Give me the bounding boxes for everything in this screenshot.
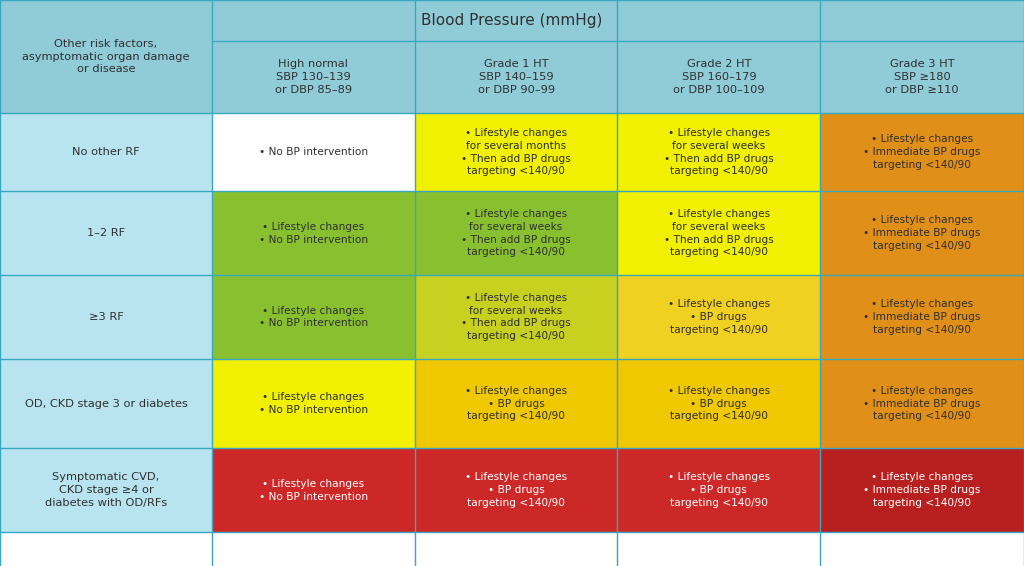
- Bar: [820, 41, 1024, 113]
- Bar: [415, 41, 617, 113]
- Bar: [415, 359, 617, 448]
- Bar: [0, 448, 212, 532]
- Bar: [820, 448, 1024, 532]
- Bar: [617, 41, 820, 113]
- Bar: [212, 275, 415, 359]
- Text: • Lifestyle changes
for several weeks
• Then add BP drugs
targeting <140/90: • Lifestyle changes for several weeks • …: [461, 209, 571, 258]
- Bar: [0, 191, 212, 275]
- Text: Blood Pressure (mmHg): Blood Pressure (mmHg): [421, 13, 603, 28]
- Text: Grade 3 HT
SBP ≥180
or DBP ≥110: Grade 3 HT SBP ≥180 or DBP ≥110: [886, 59, 958, 95]
- Text: • No BP intervention: • No BP intervention: [259, 147, 368, 157]
- Text: Other risk factors,
asymptomatic organ damage
or disease: Other risk factors, asymptomatic organ d…: [23, 39, 189, 74]
- Bar: [820, 191, 1024, 275]
- Bar: [415, 275, 617, 359]
- Bar: [212, 113, 415, 191]
- Text: • Lifestyle changes
• BP drugs
targeting <140/90: • Lifestyle changes • BP drugs targeting…: [465, 473, 567, 508]
- Text: • Lifestyle changes
• Immediate BP drugs
targeting <140/90: • Lifestyle changes • Immediate BP drugs…: [863, 386, 981, 421]
- Text: • Lifestyle changes
• BP drugs
targeting <140/90: • Lifestyle changes • BP drugs targeting…: [668, 473, 770, 508]
- Bar: [820, 113, 1024, 191]
- Bar: [0, 113, 212, 191]
- Text: Symptomatic CVD,
CKD stage ≥4 or
diabetes with OD/RFs: Symptomatic CVD, CKD stage ≥4 or diabete…: [45, 473, 167, 508]
- Bar: [415, 448, 617, 532]
- Bar: [617, 191, 820, 275]
- Bar: [0, 275, 212, 359]
- Text: Grade 1 HT
SBP 140–159
or DBP 90–99: Grade 1 HT SBP 140–159 or DBP 90–99: [477, 59, 555, 95]
- Text: • Lifestyle changes
• Immediate BP drugs
targeting <140/90: • Lifestyle changes • Immediate BP drugs…: [863, 299, 981, 335]
- Bar: [212, 448, 415, 532]
- Text: OD, CKD stage 3 or diabetes: OD, CKD stage 3 or diabetes: [25, 398, 187, 409]
- Text: • Lifestyle changes
for several weeks
• Then add BP drugs
targeting <140/90: • Lifestyle changes for several weeks • …: [664, 128, 774, 177]
- Bar: [617, 359, 820, 448]
- Bar: [820, 275, 1024, 359]
- Bar: [415, 113, 617, 191]
- Text: High normal
SBP 130–139
or DBP 85–89: High normal SBP 130–139 or DBP 85–89: [274, 59, 352, 95]
- Bar: [617, 275, 820, 359]
- Text: 1–2 RF: 1–2 RF: [87, 228, 125, 238]
- Text: Grade 2 HT
SBP 160–179
or DBP 100–109: Grade 2 HT SBP 160–179 or DBP 100–109: [673, 59, 765, 95]
- Text: • Lifestyle changes
• No BP intervention: • Lifestyle changes • No BP intervention: [259, 306, 368, 328]
- Bar: [0, 359, 212, 448]
- Bar: [415, 191, 617, 275]
- Text: • Lifestyle changes
• Immediate BP drugs
targeting <140/90: • Lifestyle changes • Immediate BP drugs…: [863, 135, 981, 170]
- Text: • Lifestyle changes
• BP drugs
targeting <140/90: • Lifestyle changes • BP drugs targeting…: [668, 386, 770, 421]
- Text: • Lifestyle changes
• No BP intervention: • Lifestyle changes • No BP intervention: [259, 392, 368, 415]
- Text: • Lifestyle changes
for several months
• Then add BP drugs
targeting <140/90: • Lifestyle changes for several months •…: [461, 128, 571, 177]
- Text: • Lifestyle changes
• Immediate BP drugs
targeting <140/90: • Lifestyle changes • Immediate BP drugs…: [863, 216, 981, 251]
- Bar: [0, 0, 212, 113]
- Bar: [212, 41, 415, 113]
- Text: No other RF: No other RF: [72, 147, 140, 157]
- Bar: [820, 359, 1024, 448]
- Text: • Lifestyle changes
• BP drugs
targeting <140/90: • Lifestyle changes • BP drugs targeting…: [465, 386, 567, 421]
- Text: • Lifestyle changes
for several weeks
• Then add BP drugs
targeting <140/90: • Lifestyle changes for several weeks • …: [664, 209, 774, 258]
- Bar: [0, 0, 1024, 41]
- Bar: [212, 359, 415, 448]
- Bar: [617, 448, 820, 532]
- Text: ≥3 RF: ≥3 RF: [89, 312, 123, 322]
- Text: • Lifestyle changes
for several weeks
• Then add BP drugs
targeting <140/90: • Lifestyle changes for several weeks • …: [461, 293, 571, 341]
- Bar: [212, 191, 415, 275]
- Text: • Lifestyle changes
• No BP intervention: • Lifestyle changes • No BP intervention: [259, 222, 368, 245]
- Text: • Lifestyle changes
• No BP intervention: • Lifestyle changes • No BP intervention: [259, 479, 368, 501]
- Bar: [617, 113, 820, 191]
- Text: • Lifestyle changes
• BP drugs
targeting <140/90: • Lifestyle changes • BP drugs targeting…: [668, 299, 770, 335]
- Text: • Lifestyle changes
• Immediate BP drugs
targeting <140/90: • Lifestyle changes • Immediate BP drugs…: [863, 473, 981, 508]
